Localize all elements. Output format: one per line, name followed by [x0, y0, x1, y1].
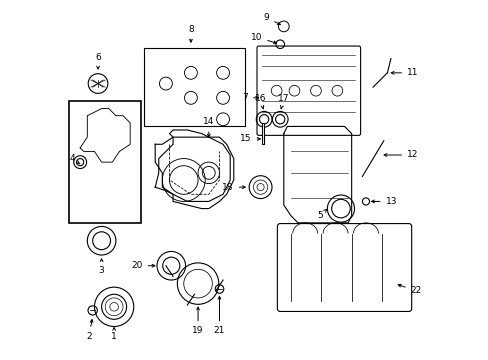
Bar [69, 102, 141, 223]
Text: 5: 5 [317, 210, 326, 220]
Text: 20: 20 [131, 261, 155, 270]
Text: 13: 13 [371, 197, 396, 206]
Text: 7: 7 [242, 93, 258, 102]
Bar [144, 48, 244, 126]
Text: 14: 14 [203, 117, 214, 137]
Text: 15: 15 [240, 134, 260, 143]
Text: 22: 22 [397, 284, 421, 295]
Bar [262, 123, 264, 144]
Text: 21: 21 [213, 296, 224, 336]
Text: 2: 2 [86, 320, 93, 341]
Text: 16: 16 [254, 94, 266, 109]
Text: 8: 8 [188, 24, 193, 42]
Text: 19: 19 [192, 307, 203, 336]
Text: 3: 3 [99, 259, 104, 275]
Text: 1: 1 [111, 328, 117, 341]
Text: 9: 9 [263, 13, 280, 24]
Text: 4: 4 [69, 154, 80, 164]
Text: 17: 17 [278, 94, 289, 109]
Text: 10: 10 [250, 33, 276, 44]
Text: 18: 18 [222, 183, 245, 192]
Text: 11: 11 [390, 68, 418, 77]
Text: 12: 12 [383, 150, 418, 159]
Text: 6: 6 [95, 53, 101, 69]
